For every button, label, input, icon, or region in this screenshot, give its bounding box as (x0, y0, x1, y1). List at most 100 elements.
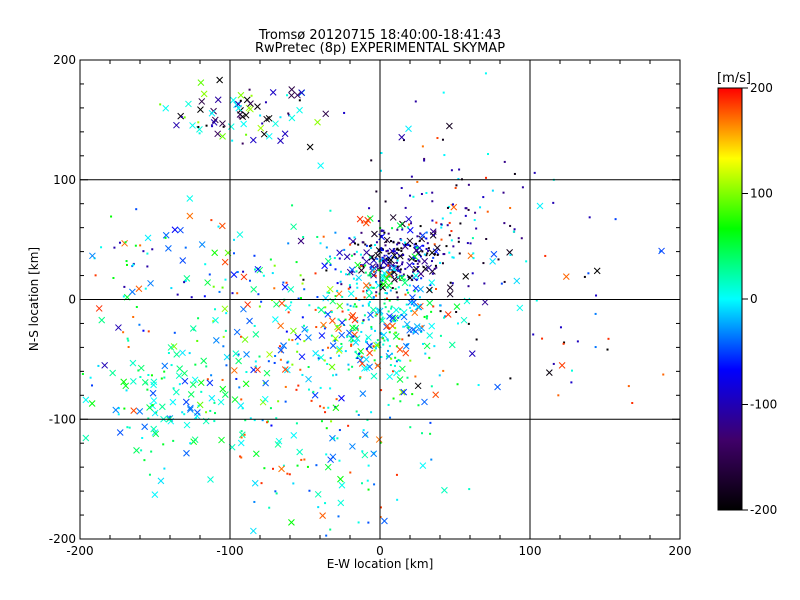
data-point-cross (246, 317, 253, 325)
data-point-cross (259, 398, 267, 406)
data-point (392, 241, 395, 244)
data-point (388, 264, 391, 267)
data-point (352, 305, 355, 308)
data-point-cross (405, 125, 412, 133)
data-point (410, 222, 413, 225)
data-point (353, 242, 356, 245)
data-point-cross (122, 382, 130, 390)
data-point (376, 263, 379, 266)
data-point-cross (327, 456, 334, 464)
colorbar-gradient (717, 87, 743, 511)
data-point (221, 378, 224, 381)
data-point-cross (150, 425, 158, 433)
colorbar-tick-label: -200 (750, 503, 777, 517)
data-point-cross (242, 111, 250, 119)
data-point-cross (338, 331, 346, 339)
data-point (421, 250, 424, 253)
data-point (334, 231, 337, 234)
data-point (381, 279, 384, 282)
data-point (373, 270, 376, 273)
data-point-cross (189, 381, 197, 389)
data-point (245, 371, 248, 374)
data-point (389, 289, 392, 292)
data-point (356, 320, 359, 323)
data-point (552, 201, 555, 204)
data-point-cross (545, 369, 553, 376)
data-point-cross (296, 106, 303, 114)
data-point (468, 488, 471, 491)
data-point-cross (401, 279, 409, 287)
data-point (238, 386, 241, 389)
data-point-cross (428, 279, 436, 286)
data-point (365, 337, 368, 340)
data-point (435, 266, 438, 269)
data-point-cross (219, 133, 226, 140)
data-point-cross (149, 389, 157, 397)
data-point (386, 339, 389, 342)
data-point (172, 387, 175, 390)
data-point (459, 222, 462, 225)
data-point (269, 258, 272, 261)
data-point (324, 411, 327, 414)
data-point (400, 247, 403, 250)
data-point (224, 278, 227, 281)
data-point (416, 246, 419, 249)
data-point (203, 295, 206, 298)
data-point (337, 318, 340, 321)
data-point (394, 287, 397, 290)
data-point-cross (191, 376, 199, 384)
data-point (324, 306, 327, 309)
data-point-cross (186, 212, 194, 220)
data-point-cross (297, 237, 305, 245)
data-point (308, 304, 311, 307)
data-point-cross (172, 388, 180, 396)
data-point (570, 381, 573, 384)
data-point-cross (169, 398, 177, 406)
data-point (381, 258, 384, 261)
data-point (372, 286, 375, 289)
data-point (380, 389, 383, 392)
data-point-cross (298, 353, 306, 361)
data-point (231, 292, 234, 295)
data-point (430, 385, 433, 388)
data-point (319, 405, 322, 408)
y-tick-label: -200 (49, 532, 76, 546)
data-point-cross (320, 321, 327, 329)
data-point (301, 316, 304, 319)
data-point (163, 467, 166, 470)
data-point (425, 254, 428, 257)
data-point (374, 329, 377, 332)
data-point-cross (235, 104, 243, 112)
data-point-cross (197, 106, 204, 114)
data-point (400, 239, 403, 242)
data-point (338, 459, 341, 462)
data-point-cross (256, 266, 264, 274)
data-point-cross (133, 447, 140, 454)
data-point (409, 359, 412, 362)
data-point (375, 241, 378, 244)
data-point (379, 441, 382, 444)
data-point (282, 464, 285, 467)
data-point (122, 295, 125, 298)
data-point (467, 183, 470, 186)
data-point (406, 376, 409, 379)
data-point (382, 266, 385, 269)
data-point-cross (562, 273, 570, 280)
data-point (387, 232, 390, 235)
data-point-cross (412, 272, 420, 279)
colorbar-tick-label: 0 (750, 292, 758, 306)
data-point (325, 246, 328, 249)
data-point (286, 472, 289, 475)
data-point (376, 265, 379, 268)
data-point-cross (198, 241, 206, 248)
data-point (336, 325, 339, 328)
data-point-cross (355, 352, 362, 359)
data-point (282, 281, 285, 284)
data-point (441, 262, 444, 265)
data-point-cross (150, 397, 158, 404)
data-point (316, 296, 319, 299)
data-point (300, 297, 303, 300)
data-point (333, 257, 336, 260)
data-point-cross (390, 264, 398, 272)
data-point-cross (381, 517, 388, 525)
